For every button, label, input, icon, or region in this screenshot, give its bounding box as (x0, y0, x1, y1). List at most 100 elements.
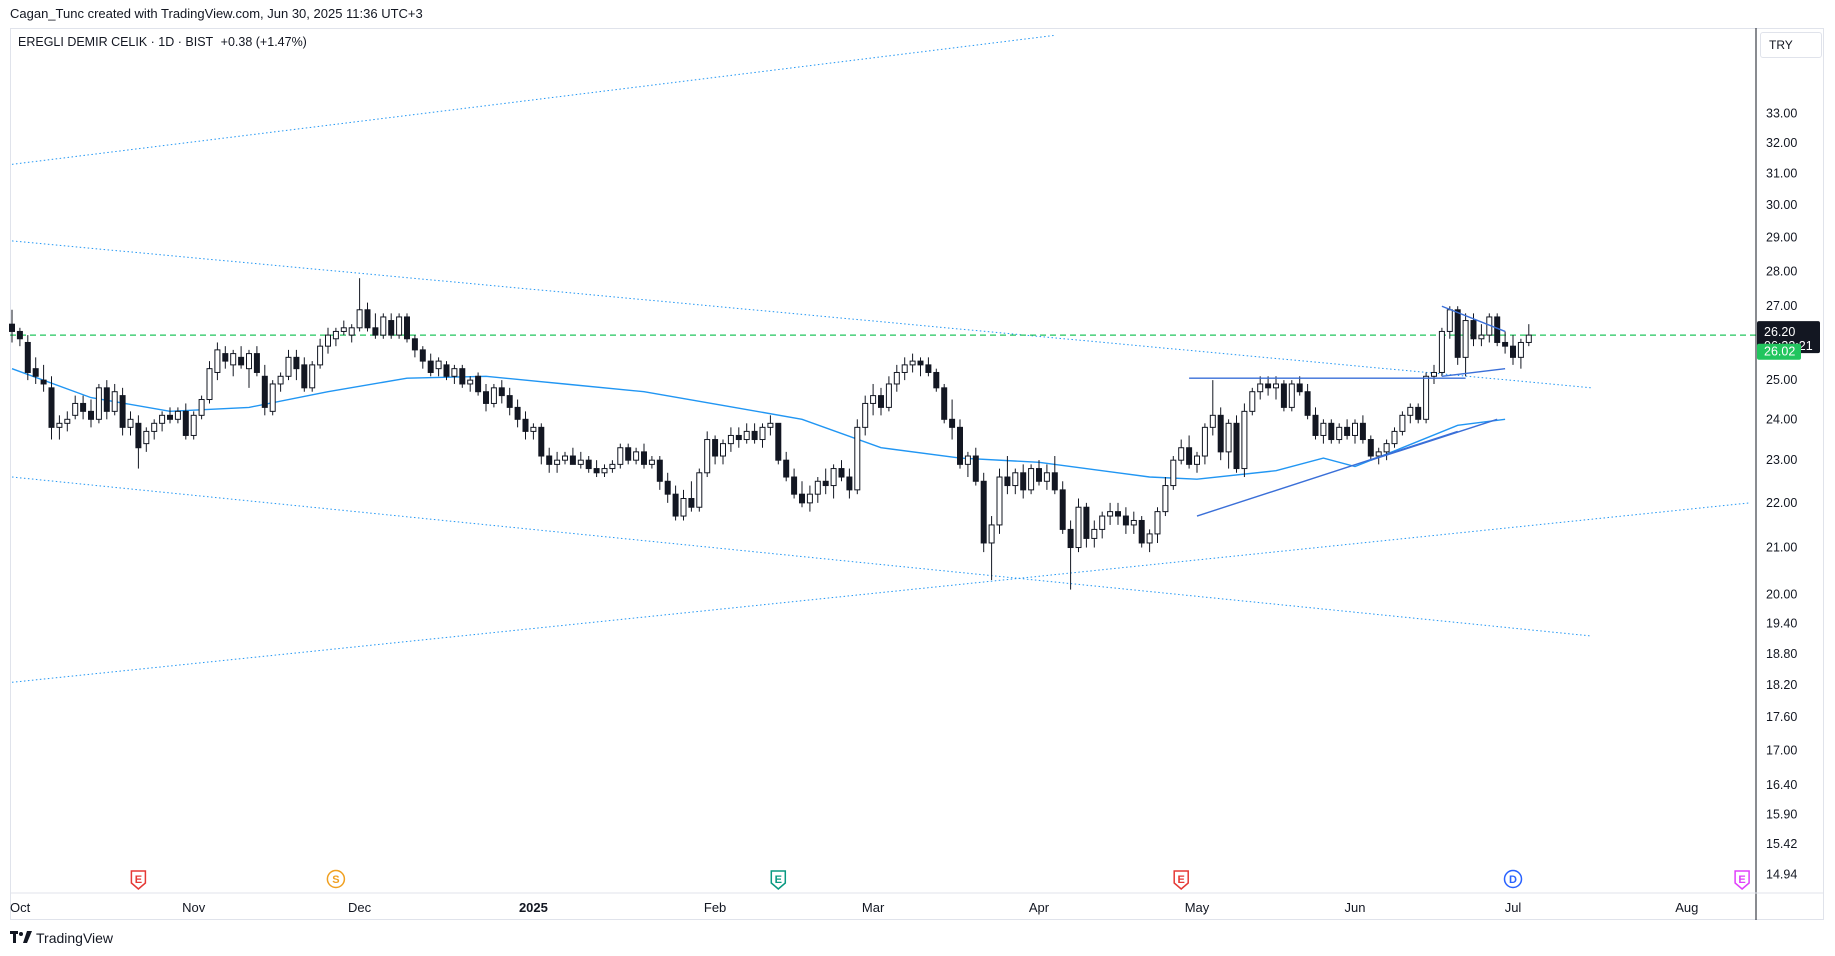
candle-body (641, 451, 647, 465)
candle-body (1517, 341, 1524, 358)
price-tick-label: 21.00 (1766, 541, 1797, 555)
event-marker-icon: E (130, 870, 147, 890)
candle-body (372, 327, 379, 336)
candle (159, 411, 166, 432)
candle (1241, 403, 1248, 478)
candle (688, 481, 695, 512)
candle-body (720, 443, 726, 457)
candle-body (64, 418, 71, 424)
chart-frame[interactable] (10, 28, 1824, 920)
candle (1051, 456, 1058, 495)
candle-body (735, 434, 742, 441)
candle (293, 349, 300, 381)
time-tick-label: 2025 (519, 900, 548, 915)
candle-body (1352, 422, 1358, 436)
candle (475, 372, 482, 396)
candle (340, 320, 347, 336)
candle (1296, 376, 1303, 396)
candle (1178, 439, 1185, 465)
candle-body (1446, 309, 1453, 332)
candle (1336, 423, 1343, 444)
candle-body (1367, 439, 1374, 457)
price-tick-label: 22.00 (1766, 496, 1797, 510)
candle (483, 383, 489, 412)
candle-body (1138, 519, 1145, 544)
candle (878, 387, 884, 416)
candle (1375, 447, 1382, 465)
candle (103, 380, 110, 420)
trend-line (1441, 367, 1506, 377)
candle (775, 422, 782, 465)
candle-body (1510, 345, 1516, 358)
candle-body (1320, 422, 1327, 436)
candle-body (16, 330, 23, 340)
candle (396, 313, 403, 339)
candle (1415, 403, 1422, 424)
candle-body (277, 375, 284, 385)
candle-body (1154, 511, 1161, 535)
candle (546, 447, 553, 473)
candle (388, 313, 395, 339)
time-axis[interactable]: Oct Nov Dec 2025 Feb Mar Apr May Jun Jul Aug (10, 900, 1698, 915)
price-tick-label: 28.00 (1766, 264, 1797, 278)
candle (435, 357, 442, 377)
candle (506, 387, 513, 416)
currency-button[interactable]: TRY (1760, 32, 1822, 58)
price-axis[interactable]: 33.0032.0031.0030.0029.0028.0027.0026.00… (1766, 107, 1797, 882)
candle-body (1312, 414, 1319, 436)
candle-body (743, 430, 750, 441)
candle (80, 395, 87, 420)
candle (1462, 313, 1469, 377)
candle-body (1225, 422, 1232, 453)
candle (1059, 481, 1066, 534)
candle-body (759, 426, 766, 441)
candle (1091, 520, 1098, 548)
candle-body (222, 353, 229, 362)
candlestick-chart[interactable]: 33.0032.0031.0030.0029.0028.0027.0026.00… (0, 0, 1835, 920)
candle (119, 387, 126, 436)
candle (1028, 464, 1035, 495)
candle-body (664, 480, 671, 495)
candle-body (411, 338, 418, 351)
price-tick-label: 14.94 (1766, 867, 1797, 881)
candle-body (522, 418, 529, 432)
candle-body (577, 459, 584, 465)
earnings-shape (770, 870, 787, 890)
candle (246, 349, 252, 388)
candle (964, 451, 971, 478)
candle-body (1130, 519, 1137, 526)
candle (1312, 407, 1319, 440)
price-tick-label: 17.60 (1766, 710, 1797, 724)
candle-body (143, 430, 150, 445)
event-marker-icon: D (1503, 869, 1523, 889)
candle (1438, 327, 1445, 377)
candle (1233, 415, 1240, 473)
candle-body (1233, 422, 1240, 470)
last-price-value: 26.20 (1764, 325, 1795, 339)
candle (190, 411, 197, 440)
trend-line (1441, 305, 1506, 333)
candle (356, 278, 363, 332)
price-badges: 26.2006:33:2126.02 (1757, 321, 1820, 360)
candle (143, 427, 150, 452)
candle (88, 399, 94, 428)
candle (814, 477, 821, 503)
candle-body (1036, 468, 1042, 482)
candle-body (862, 402, 869, 428)
candle (1328, 419, 1335, 444)
candle (751, 423, 758, 444)
candle-body (301, 364, 308, 389)
candle (230, 349, 237, 377)
footer-brand: TradingView (36, 930, 114, 946)
candle-body (40, 379, 47, 385)
candle-body (546, 455, 553, 465)
candle (167, 407, 173, 424)
candle-body (1454, 309, 1461, 358)
candle (1036, 460, 1042, 486)
candle (95, 383, 102, 424)
candle (1352, 419, 1358, 444)
candle-body (103, 387, 110, 412)
candle-body (467, 379, 474, 385)
candle (980, 472, 987, 553)
candle (735, 427, 742, 448)
